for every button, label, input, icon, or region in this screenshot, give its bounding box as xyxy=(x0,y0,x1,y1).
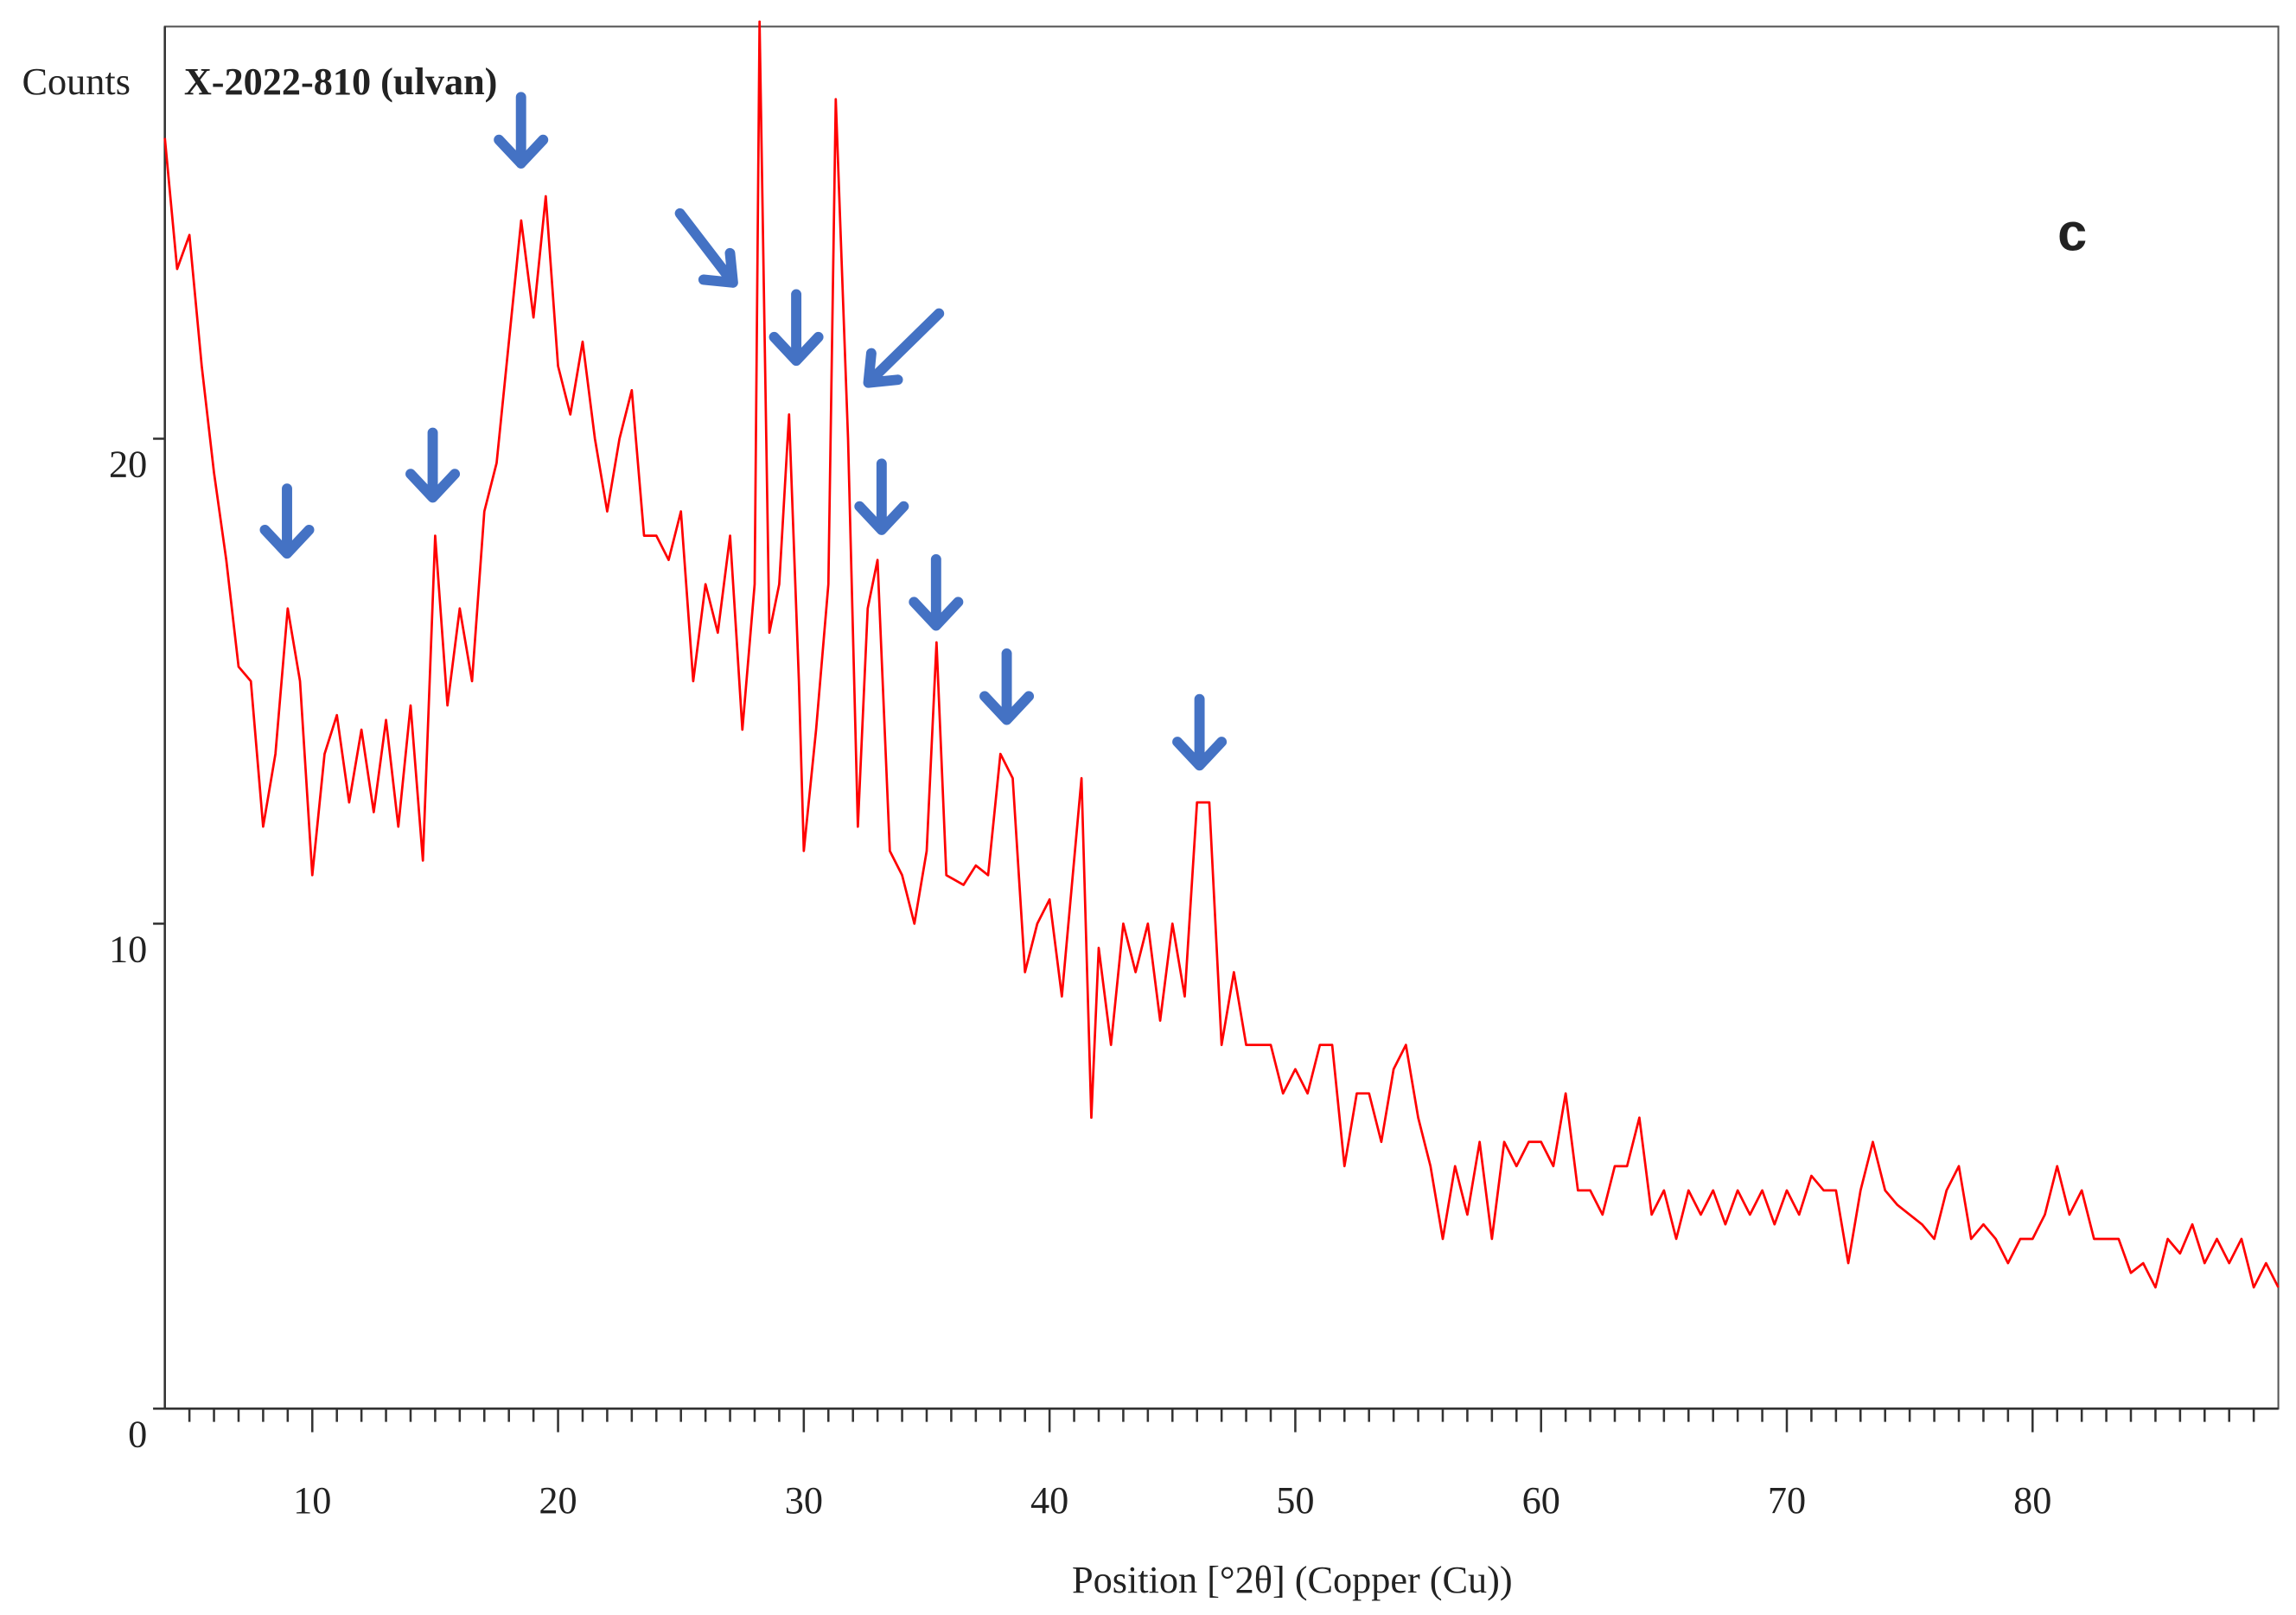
arrow xyxy=(863,308,945,388)
peak-arrows xyxy=(259,92,1228,771)
arrow xyxy=(494,92,549,169)
plot-frame xyxy=(163,25,2280,1410)
arrow xyxy=(259,483,315,559)
data-line xyxy=(163,20,2280,1289)
x-tick-label: 30 xyxy=(785,1479,823,1522)
x-tick-label: 60 xyxy=(1522,1479,1560,1522)
arrow xyxy=(405,427,461,503)
y-tick-label: 20 xyxy=(109,444,147,486)
arrow xyxy=(854,458,909,535)
x-tick-label: 20 xyxy=(539,1479,577,1522)
x-tick-label: 80 xyxy=(2013,1479,2051,1522)
arrow xyxy=(674,207,738,288)
panel-label: c xyxy=(2057,202,2087,261)
x-tick-label: 50 xyxy=(1276,1479,1314,1522)
arrow xyxy=(769,289,824,367)
y-axis-label: Counts xyxy=(22,61,131,103)
chart-title: X-2022-810 (ulvan) xyxy=(184,61,498,103)
arrow xyxy=(979,648,1035,725)
x-tick-label: 40 xyxy=(1030,1479,1068,1522)
y-tick-label: 10 xyxy=(109,929,147,971)
x-tick-label: 70 xyxy=(1768,1479,1806,1522)
arrow xyxy=(1172,693,1228,771)
x-tick-label: 10 xyxy=(293,1479,331,1522)
arrow xyxy=(909,553,964,631)
y-tick-label: 0 xyxy=(128,1414,147,1456)
x-axis-label: Position [°2θ] (Copper (Cu)) xyxy=(1072,1559,1513,1601)
